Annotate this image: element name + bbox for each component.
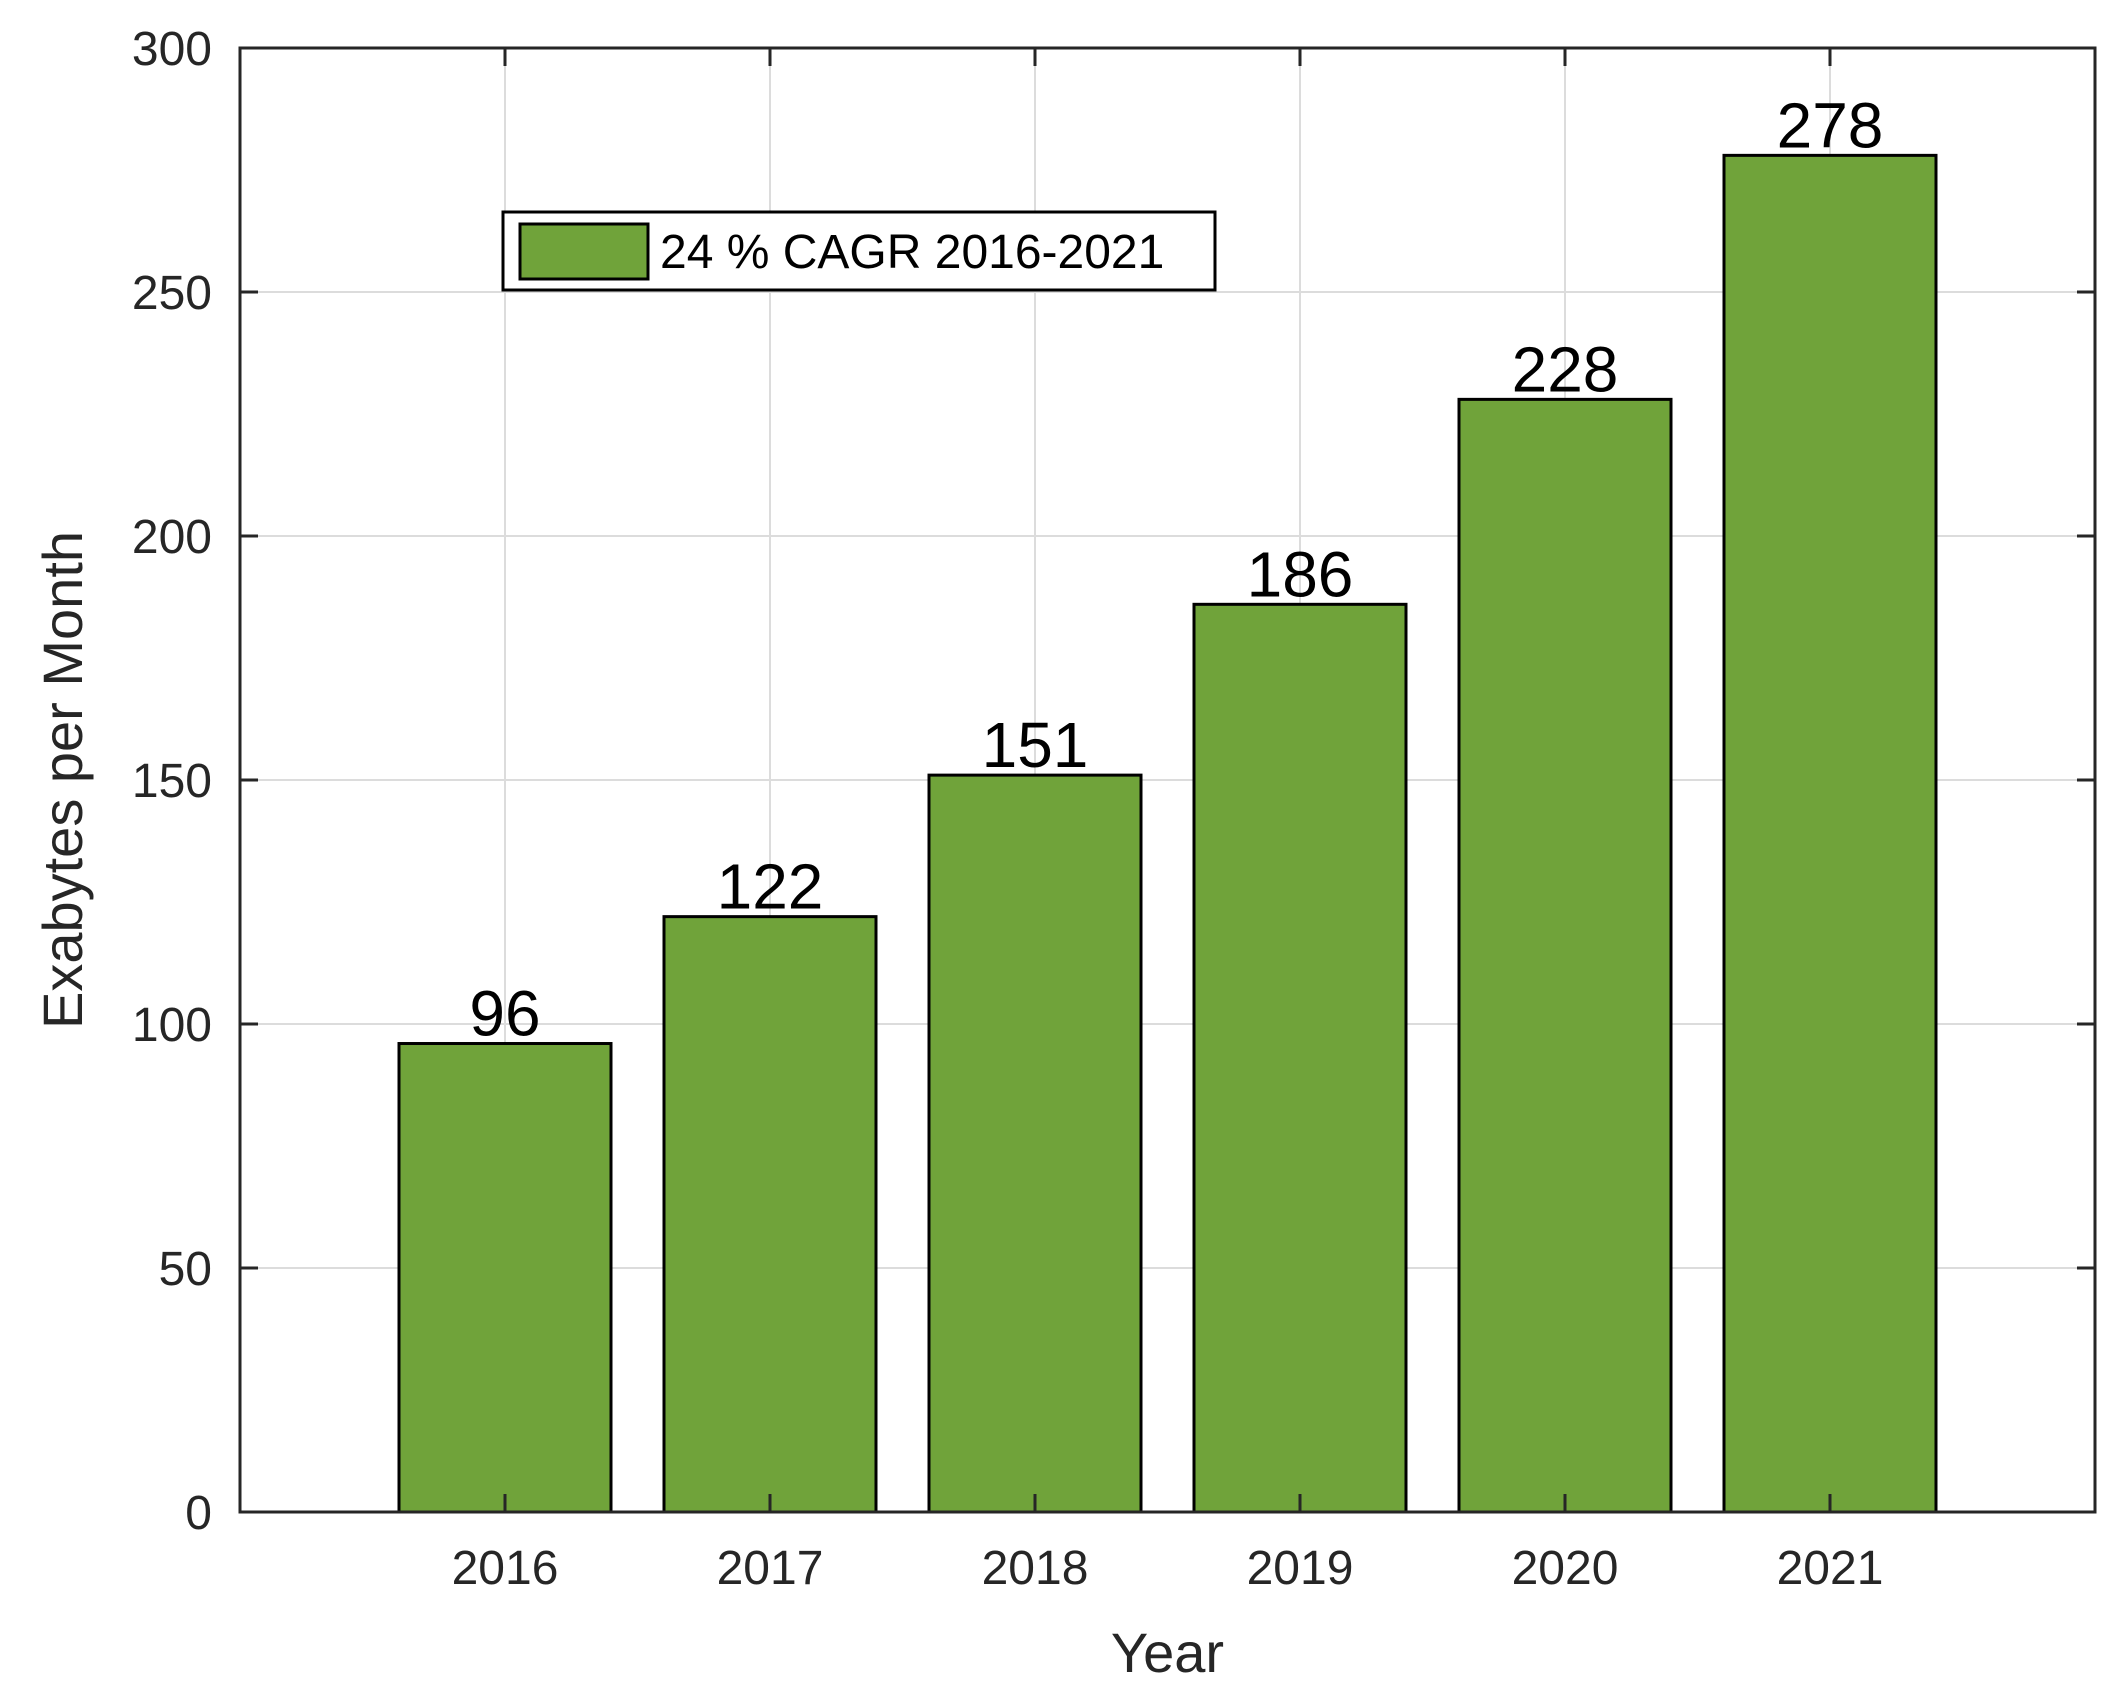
bars: [397, 153, 1938, 1514]
data-label: 228: [1512, 333, 1619, 405]
y-tick-label: 50: [159, 1243, 212, 1296]
x-tick-label: 2017: [717, 1542, 824, 1595]
x-tick-label: 2021: [1777, 1542, 1884, 1595]
bar-2021: [1722, 153, 1938, 1514]
y-tick-label: 0: [185, 1487, 212, 1540]
legend-swatch: [518, 222, 650, 281]
x-tick-label: 2016: [452, 1542, 559, 1595]
data-label: 278: [1777, 89, 1884, 161]
bar-2020: [1457, 397, 1673, 1514]
x-axis-label: Year: [1111, 1621, 1224, 1684]
data-label: 186: [1247, 538, 1354, 610]
data-label: 122: [717, 851, 824, 923]
bar-2016: [397, 1042, 613, 1514]
legend: 24 % CAGR 2016-2021: [501, 210, 1217, 292]
bar-2019: [1192, 602, 1408, 1514]
y-tick-label: 200: [132, 511, 212, 564]
x-tick-label: 2019: [1247, 1542, 1354, 1595]
x-tick-label: 2020: [1512, 1542, 1619, 1595]
y-tick-label: 300: [132, 23, 212, 76]
y-tick-label: 100: [132, 999, 212, 1052]
y-tick-label: 150: [132, 755, 212, 808]
data-labels: 96 122 151 186 228 278: [469, 89, 1883, 1049]
y-axis-label: Exabytes per Month: [31, 531, 94, 1029]
bar-2018: [927, 773, 1143, 1514]
data-label: 96: [469, 978, 540, 1050]
legend-entry-label: 24 % CAGR 2016-2021: [660, 226, 1164, 279]
axis-ticks: 0 50 100 150 200 250 300 2016 2017 2018 2019 2020 20…: [132, 23, 2095, 1595]
x-tick-label: 2018: [982, 1542, 1089, 1595]
data-label: 151: [982, 709, 1089, 781]
bar-2017: [662, 915, 878, 1514]
y-tick-label: 250: [132, 267, 212, 320]
